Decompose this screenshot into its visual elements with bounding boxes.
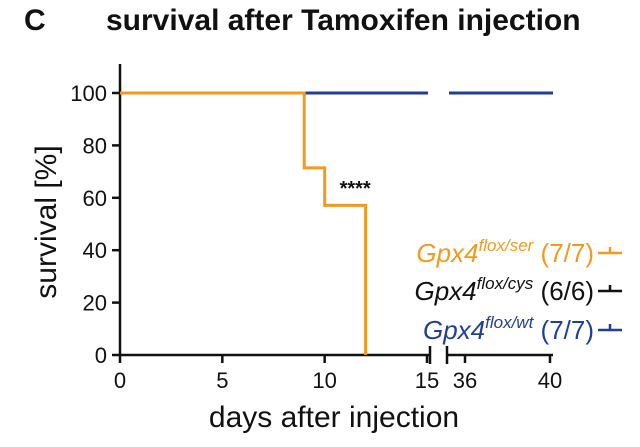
legend-genotype: flox/ser xyxy=(479,236,535,255)
legend-genotype: flox/wt xyxy=(485,313,534,332)
legend-gene-name: Gpx4 xyxy=(414,276,476,306)
y-tick-label: 40 xyxy=(83,238,107,263)
significance-annotation: **** xyxy=(340,178,371,200)
legend-gene-name: Gpx4 xyxy=(416,238,478,268)
x-axis-title: days after injection xyxy=(209,401,459,434)
legend: Gpx4flox/ser (7/7)Gpx4flox/cys (6/6)Gpx4… xyxy=(414,236,622,345)
legend-genotype: flox/cys xyxy=(477,274,534,293)
chart-title: survival after Tamoxifen injection xyxy=(106,4,581,37)
x-tick-label: 0 xyxy=(114,368,126,393)
legend-count: (7/7) xyxy=(533,238,594,268)
legend-label: Gpx4flox/ser (7/7) xyxy=(416,236,594,268)
y-tick-label: 20 xyxy=(83,291,107,316)
annotation-layer: **** xyxy=(340,178,371,200)
y-tick-label: 80 xyxy=(83,133,107,158)
y-axis-title: survival [%] xyxy=(30,145,63,298)
legend-gene-name: Gpx4 xyxy=(423,315,485,345)
legend-count: (7/7) xyxy=(533,315,594,345)
legend-label: Gpx4flox/wt (7/7) xyxy=(423,313,594,345)
series-line-flox-ser xyxy=(120,91,368,355)
legend-count: (6/6) xyxy=(533,276,594,306)
legend-item: Gpx4flox/ser (7/7) xyxy=(416,236,622,268)
y-tick-label: 100 xyxy=(70,81,107,106)
legend-label: Gpx4flox/cys (6/6) xyxy=(414,274,594,306)
axes: 0 20 40 60 80 100 0 5 10 15 36 40 xyxy=(70,64,562,393)
x-tick-label: 15 xyxy=(415,368,439,393)
y-tick-label: 60 xyxy=(83,186,107,211)
x-tick-label: 40 xyxy=(538,368,562,393)
y-tick-label: 0 xyxy=(95,343,107,368)
legend-item: Gpx4flox/cys (6/6) xyxy=(414,274,622,306)
series-layer xyxy=(120,91,553,355)
x-tick-label: 10 xyxy=(312,368,336,393)
legend-item: Gpx4flox/wt (7/7) xyxy=(423,313,622,345)
x-tick-label: 36 xyxy=(453,368,477,393)
panel-letter: C xyxy=(24,4,46,37)
x-tick-label: 5 xyxy=(216,368,228,393)
